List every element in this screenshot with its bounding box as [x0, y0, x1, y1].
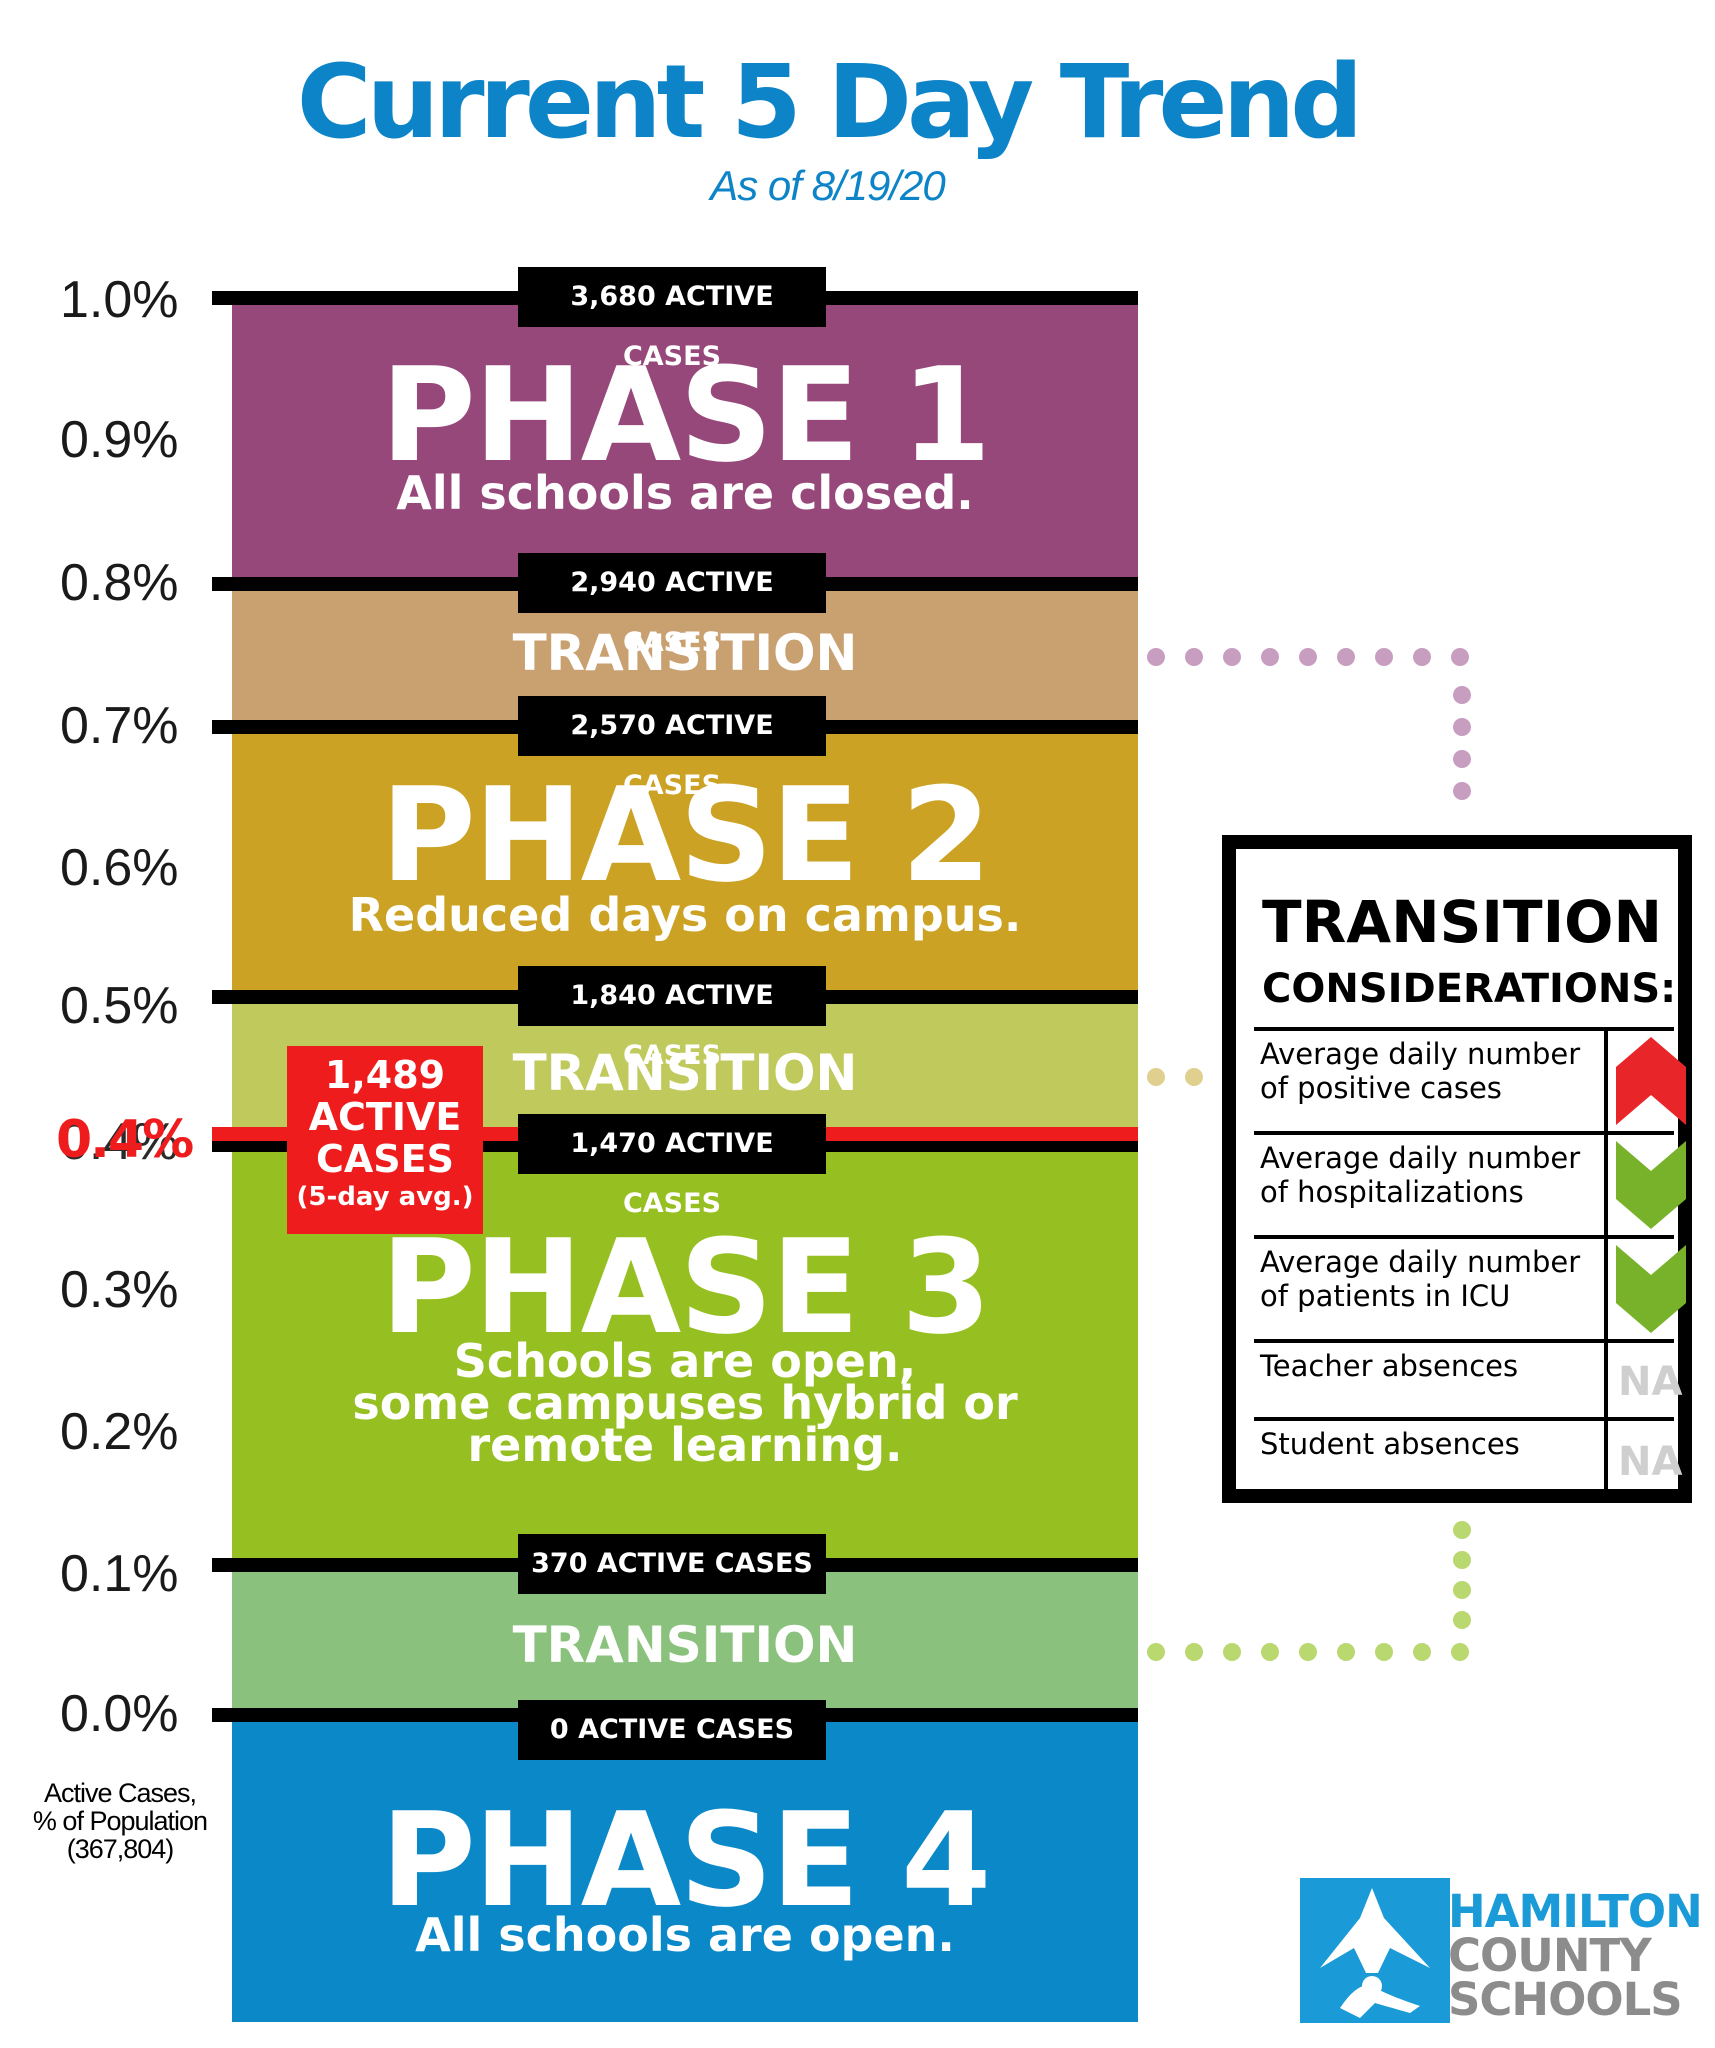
current-cases-line3: CASES	[316, 1137, 454, 1181]
case-label-3680: 3,680 ACTIVE CASES	[518, 267, 826, 372]
connector-dot	[1453, 686, 1471, 704]
connector-dot	[1299, 648, 1317, 666]
tick-0-0: 0.0%	[60, 1685, 179, 1743]
connector-dot	[1375, 648, 1393, 666]
case-label-2570: 2,570 ACTIVE CASES	[518, 696, 826, 801]
phase-1-band	[232, 296, 1138, 584]
phase-1-title: PHASE 1	[380, 339, 992, 491]
connector-dot	[1453, 1521, 1471, 1539]
transition-3-label: TRANSITION	[512, 1616, 858, 1674]
tick-1-0: 1.0%	[60, 271, 179, 329]
tick-0-7: 0.7%	[60, 697, 179, 755]
connector-dot	[1223, 648, 1241, 666]
logo-figure-icon	[1300, 1878, 1450, 2023]
phase-3-desc-line1: Schools are open,	[453, 1334, 917, 1388]
connector-dot	[1375, 1643, 1393, 1661]
connector-dot	[1453, 782, 1471, 800]
connector-dot	[1453, 1551, 1471, 1569]
connector-dot	[1453, 1581, 1471, 1599]
connector-dot	[1337, 648, 1355, 666]
connector-dot	[1185, 648, 1203, 666]
phase-4-band	[232, 1714, 1138, 2022]
na-indicator: NA	[1618, 1439, 1683, 1485]
consideration-row: Teacher absences NA	[1254, 1339, 1682, 1417]
axis-label-line2: % of Population	[32, 1806, 208, 1836]
phase-4-desc: All schools are open.	[415, 1908, 955, 1962]
current-cases-box: 1,489 ACTIVE CASES (5-day avg.)	[287, 1046, 483, 1234]
consideration-row: Student absences NA	[1254, 1417, 1682, 1493]
case-label-2940: 2,940 ACTIVE CASES	[518, 553, 826, 658]
tick-0-1: 0.1%	[60, 1545, 179, 1603]
transition-2-label: TRANSITION	[232, 1048, 1138, 1098]
case-label-370: 370 ACTIVE CASES	[518, 1534, 826, 1594]
connector-dot	[1453, 718, 1471, 736]
axis-label-line1: Active Cases,	[43, 1778, 197, 1808]
connector-dot	[1147, 648, 1165, 666]
tick-0-6: 0.6%	[60, 839, 179, 897]
page-title: Current 5 Day Trend	[296, 43, 1363, 162]
row-text-line2: of hospitalizations	[1260, 1175, 1524, 1209]
transition-1-label: TRANSITION	[232, 628, 1138, 678]
tick-0-4: 0.4%	[60, 1113, 179, 1171]
phase-3-desc-line3: remote learning.	[467, 1418, 903, 1472]
up-arrow-icon	[1616, 1037, 1686, 1125]
consideration-row: Average daily number of positive cases	[1254, 1027, 1686, 1131]
connector-dot	[1453, 750, 1471, 768]
connector-dot	[1413, 648, 1431, 666]
current-cases-note: (5-day avg.)	[296, 1182, 474, 1212]
connector-dot	[1299, 1643, 1317, 1661]
phase-4-title: PHASE 4	[380, 1784, 992, 1936]
tick-0-9: 0.9%	[60, 411, 179, 469]
as-of-date: As of 8/19/20	[710, 162, 946, 209]
connector-dot	[1223, 1643, 1241, 1661]
consideration-row: Average daily number of hospitalizations	[1254, 1131, 1686, 1235]
connector-dot	[1185, 1643, 1203, 1661]
phase-1-desc: All schools are closed.	[396, 466, 974, 520]
tick-0-5: 0.5%	[60, 977, 179, 1035]
row-text-line1: Teacher absences	[1260, 1349, 1519, 1383]
logo-text-schools: SCHOOLS	[1448, 1973, 1683, 2026]
connector-dot	[1261, 648, 1279, 666]
tick-0-8: 0.8%	[60, 554, 179, 612]
transition-considerations-panel: TRANSITION CONSIDERATIONS: Average daily…	[1222, 835, 1692, 1503]
case-label-0: 0 ACTIVE CASES	[518, 1700, 826, 1760]
logo-text-hamilton: HAMILTON	[1448, 1885, 1703, 1938]
consideration-row: Average daily number of patients in ICU	[1254, 1235, 1686, 1339]
connector-dot	[1147, 1068, 1165, 1086]
current-cases-number: 1,489	[324, 1053, 446, 1097]
connector-dot	[1337, 1643, 1355, 1661]
logo-text-county: COUNTY	[1448, 1929, 1652, 1982]
current-cases-line2: ACTIVE	[308, 1095, 462, 1139]
down-arrow-icon	[1616, 1141, 1686, 1229]
row-text-line2: of patients in ICU	[1260, 1279, 1511, 1313]
connector-dot	[1451, 648, 1469, 666]
row-text-line1: Average daily number	[1260, 1245, 1581, 1279]
connector-dot	[1413, 1643, 1431, 1661]
row-text-line1: Average daily number	[1260, 1037, 1581, 1071]
panel-title-line1: TRANSITION	[1262, 888, 1662, 956]
phase-2-desc: Reduced days on campus.	[348, 888, 1022, 942]
hamilton-county-schools-logo-mark	[1300, 1878, 1450, 2023]
down-arrow-icon	[1616, 1245, 1686, 1333]
row-text-line1: Student absences	[1260, 1427, 1520, 1461]
current-value-label: 0.4%	[56, 1110, 194, 1170]
axis-label-line3: (367,804)	[66, 1834, 175, 1864]
row-text-line1: Average daily number	[1260, 1141, 1581, 1175]
row-text-line2: of positive cases	[1260, 1071, 1502, 1105]
connector-dot	[1185, 1068, 1203, 1086]
phase-2-band	[232, 726, 1138, 996]
phase-3-desc-line2: some campuses hybrid or	[352, 1376, 1018, 1430]
connector-dot	[1453, 1611, 1471, 1629]
case-label-1840: 1,840 ACTIVE CASES	[518, 966, 826, 1071]
tick-0-2: 0.2%	[60, 1403, 179, 1461]
na-indicator: NA	[1618, 1359, 1683, 1405]
case-label-1470: 1,470 ACTIVE CASES	[518, 1114, 826, 1219]
connector-dot	[1261, 1643, 1279, 1661]
phase-3-title: PHASE 3	[380, 1211, 992, 1363]
connector-dot	[1451, 1643, 1469, 1661]
phase-2-title: PHASE 2	[380, 759, 992, 911]
tick-0-3: 0.3%	[60, 1261, 179, 1319]
panel-title-line2: CONSIDERATIONS:	[1262, 966, 1677, 1012]
connector-dot	[1147, 1643, 1165, 1661]
